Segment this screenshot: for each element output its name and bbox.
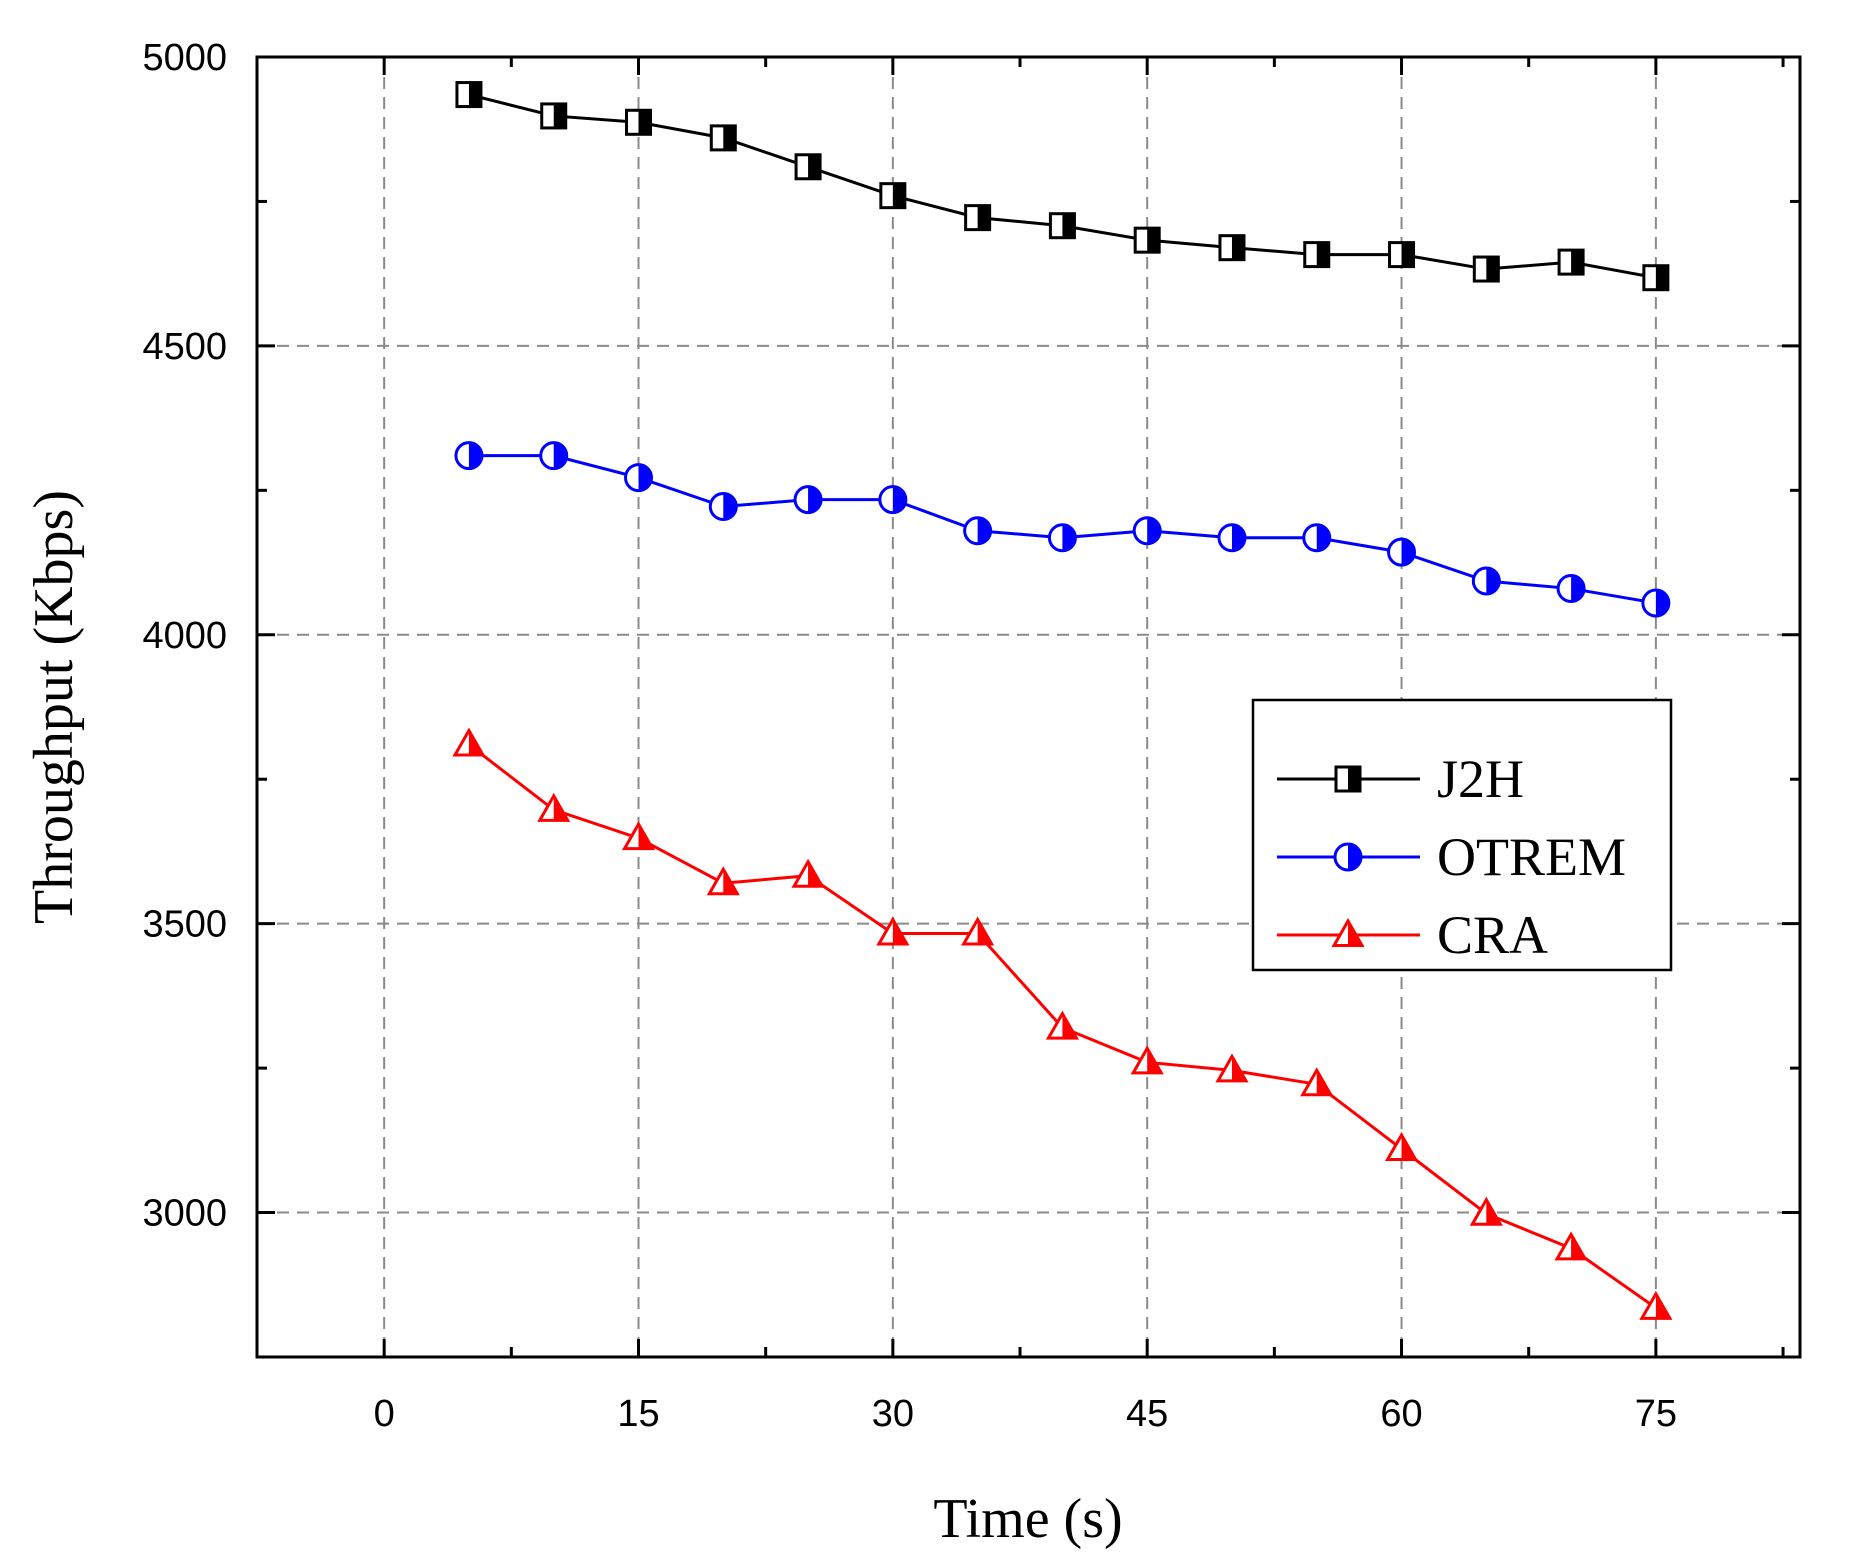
data-point-otrem [1132,516,1162,546]
x-tick-label: 15 [617,1393,659,1435]
data-point-cra [1554,1231,1588,1261]
x-tick-label: 75 [1635,1393,1677,1435]
data-point-j2h [709,124,737,152]
y-tick-label: 3000 [142,1193,227,1235]
data-point-j2h [1133,226,1161,254]
y-axis-title: Throughput (Kbps) [23,490,85,924]
axis-ticks [255,55,1800,1359]
legend-entry-otrem: OTREM [1277,827,1626,887]
series-cra [452,727,1673,1320]
data-point-otrem [1387,537,1417,567]
data-point-cra [621,821,656,851]
data-point-j2h [1303,241,1331,269]
data-point-otrem [963,516,993,546]
legend: J2H OTREM CRA [1251,698,1673,972]
data-point-cra [1215,1053,1249,1083]
data-point-j2h [540,102,568,130]
legend-entry-j2h: J2H [1277,749,1524,809]
legend-label-cra: CRA [1437,905,1548,965]
data-point-cra [452,727,486,757]
data-point-cra [876,916,910,946]
data-point-j2h [1557,248,1585,276]
data-point-otrem [708,492,738,522]
y-tick-label: 3500 [142,904,227,946]
data-point-cra [1469,1196,1503,1226]
data-point-cra [1639,1290,1673,1320]
data-point-cra [1300,1067,1334,1097]
plot-frame [255,55,1802,1359]
data-point-j2h [794,153,822,181]
data-point-j2h [1218,234,1246,262]
data-point-otrem [539,441,569,471]
data-point-otrem [1471,566,1501,596]
data-point-otrem [1302,523,1332,553]
data-point-otrem [1217,523,1247,553]
series-layer [452,81,1673,1320]
data-point-otrem [1641,588,1671,618]
data-point-cra [706,866,740,896]
data-point-j2h [455,81,483,109]
data-point-otrem [454,441,484,471]
legend-label-otrem: OTREM [1437,827,1626,887]
data-point-j2h [1642,264,1670,292]
data-point-cra [1130,1045,1164,1075]
x-axis-title: Time (s) [933,1488,1122,1550]
data-point-cra [961,916,995,946]
data-point-j2h [879,182,907,210]
legend-label-j2h: J2H [1437,749,1524,809]
data-point-otrem [1047,523,1077,553]
y-tick-label: 4000 [142,615,227,657]
y-tick-labels: 3000 3500 4000 4500 5000 [142,37,227,1235]
data-point-otrem [624,463,654,493]
x-tick-label: 0 [374,1393,395,1435]
data-point-j2h [625,108,653,136]
x-tick-labels: 0 15 30 45 60 75 [374,1393,1677,1435]
data-point-j2h [964,204,992,232]
data-point-otrem [793,485,823,515]
legend-entry-cra: CRA [1277,905,1548,965]
series-j2h [455,81,1670,292]
legend-marker-j2h [1334,765,1362,793]
data-point-cra [791,858,825,888]
data-point-j2h [1472,255,1500,283]
legend-marker-otrem [1333,842,1363,872]
data-point-cra [537,792,571,822]
data-point-otrem [878,485,908,515]
y-tick-label: 5000 [142,37,227,79]
data-point-j2h [1388,241,1416,269]
y-tick-label: 4500 [142,326,227,368]
x-tick-label: 45 [1126,1393,1168,1435]
data-point-cra [1384,1131,1419,1161]
legend-marker-cra [1331,917,1365,947]
x-tick-label: 30 [872,1393,914,1435]
data-point-cra [1045,1010,1079,1040]
data-point-otrem [1556,574,1586,604]
series-otrem [454,441,1671,618]
data-point-j2h [1048,212,1076,240]
x-tick-label: 60 [1380,1393,1422,1435]
legend-box [1251,698,1673,972]
